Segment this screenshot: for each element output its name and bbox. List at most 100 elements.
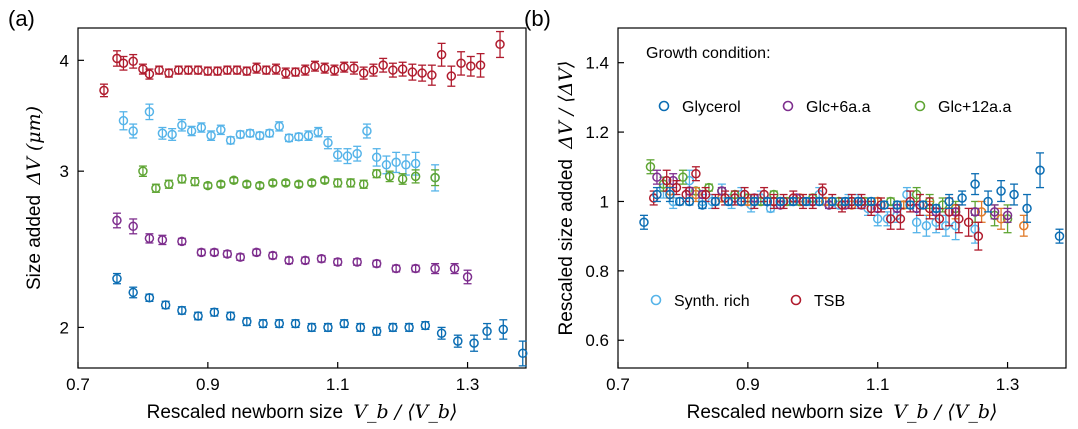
legend-marker bbox=[790, 294, 802, 306]
data-point bbox=[1035, 152, 1045, 189]
data-point bbox=[397, 61, 408, 77]
panel-b-axes-frame bbox=[617, 27, 1067, 369]
data-point bbox=[665, 186, 675, 203]
marker bbox=[652, 189, 662, 200]
marker bbox=[251, 247, 262, 258]
data-point bbox=[242, 66, 252, 76]
data-point bbox=[144, 68, 155, 80]
marker bbox=[306, 322, 317, 333]
marker bbox=[404, 322, 414, 333]
data-point bbox=[700, 186, 711, 203]
data-point bbox=[866, 196, 876, 207]
data-point bbox=[827, 196, 838, 207]
marker bbox=[885, 214, 896, 224]
data-point bbox=[118, 111, 129, 131]
data-point bbox=[342, 148, 353, 165]
legend-label: Glycerol bbox=[682, 99, 741, 116]
marker bbox=[261, 65, 272, 75]
data-point bbox=[222, 249, 233, 259]
marker bbox=[319, 63, 330, 73]
marker bbox=[973, 231, 984, 241]
legend-item: Synth. rich bbox=[650, 293, 750, 310]
data-point bbox=[144, 292, 155, 303]
panel-b-ylabel-text: Rescaled size added bbox=[556, 159, 577, 335]
data-point bbox=[128, 53, 138, 69]
data-point bbox=[775, 196, 786, 207]
data-point bbox=[319, 175, 330, 186]
marker bbox=[112, 215, 122, 226]
data-point bbox=[164, 68, 174, 78]
marker bbox=[866, 196, 876, 207]
marker bbox=[427, 70, 437, 80]
data-point bbox=[112, 212, 122, 229]
marker bbox=[144, 233, 155, 244]
data-point bbox=[177, 236, 187, 247]
marker bbox=[840, 196, 850, 207]
marker bbox=[453, 336, 463, 346]
marker bbox=[222, 249, 233, 259]
data-point bbox=[885, 207, 896, 230]
data-point bbox=[436, 326, 447, 340]
data-point bbox=[905, 200, 915, 210]
legend-item: Glc+12a.a bbox=[914, 99, 1011, 116]
marker bbox=[410, 171, 421, 182]
marker bbox=[410, 158, 421, 169]
marker bbox=[323, 137, 333, 148]
marker bbox=[203, 66, 213, 76]
marker bbox=[710, 196, 721, 207]
data-point bbox=[397, 173, 408, 185]
marker bbox=[846, 196, 857, 207]
data-point bbox=[645, 159, 656, 175]
data-point bbox=[281, 178, 291, 188]
data-point bbox=[177, 118, 187, 132]
data-point bbox=[652, 186, 662, 203]
marker bbox=[112, 273, 122, 284]
data-point bbox=[430, 262, 440, 275]
data-point bbox=[358, 179, 369, 189]
marker bbox=[397, 174, 408, 184]
data-point bbox=[144, 103, 155, 121]
panel-a-xlabel-text: Rescaled newborn size bbox=[147, 402, 343, 423]
data-point bbox=[410, 263, 421, 274]
marker bbox=[177, 236, 187, 247]
marker bbox=[498, 324, 509, 335]
data-point bbox=[879, 200, 889, 210]
data-point bbox=[209, 247, 220, 258]
marker bbox=[788, 196, 799, 207]
data-point bbox=[332, 148, 343, 162]
marker bbox=[339, 318, 349, 329]
data-point bbox=[157, 234, 168, 246]
marker bbox=[345, 178, 356, 188]
data-point bbox=[352, 257, 362, 267]
data-point bbox=[957, 190, 967, 206]
panel-a-label: (a) bbox=[8, 6, 35, 31]
data-point bbox=[674, 196, 685, 207]
marker bbox=[329, 65, 340, 75]
legend-label: Glc+12a.a bbox=[938, 99, 1011, 116]
marker bbox=[407, 67, 418, 77]
marker bbox=[232, 65, 242, 75]
x-tick-label: 0.9 bbox=[196, 375, 220, 394]
marker bbox=[264, 128, 275, 139]
panel-b-ylabel: Rescaled size added ΔV / ⟨ΔV⟩ bbox=[555, 61, 577, 336]
data-point bbox=[362, 123, 372, 139]
marker bbox=[154, 65, 164, 75]
data-point bbox=[128, 286, 138, 299]
data-point bbox=[294, 132, 304, 142]
marker bbox=[475, 60, 486, 70]
data-point bbox=[300, 64, 310, 76]
marker bbox=[430, 263, 440, 274]
marker bbox=[160, 300, 171, 310]
marker bbox=[388, 65, 398, 75]
marker bbox=[397, 64, 408, 74]
marker bbox=[151, 183, 161, 193]
marker bbox=[118, 58, 129, 68]
data-point bbox=[310, 60, 320, 72]
marker bbox=[235, 129, 246, 140]
data-point bbox=[151, 183, 161, 193]
data-point bbox=[274, 121, 285, 132]
data-point bbox=[251, 247, 262, 258]
data-point bbox=[284, 255, 294, 266]
data-point bbox=[167, 128, 177, 141]
marker bbox=[518, 348, 528, 359]
